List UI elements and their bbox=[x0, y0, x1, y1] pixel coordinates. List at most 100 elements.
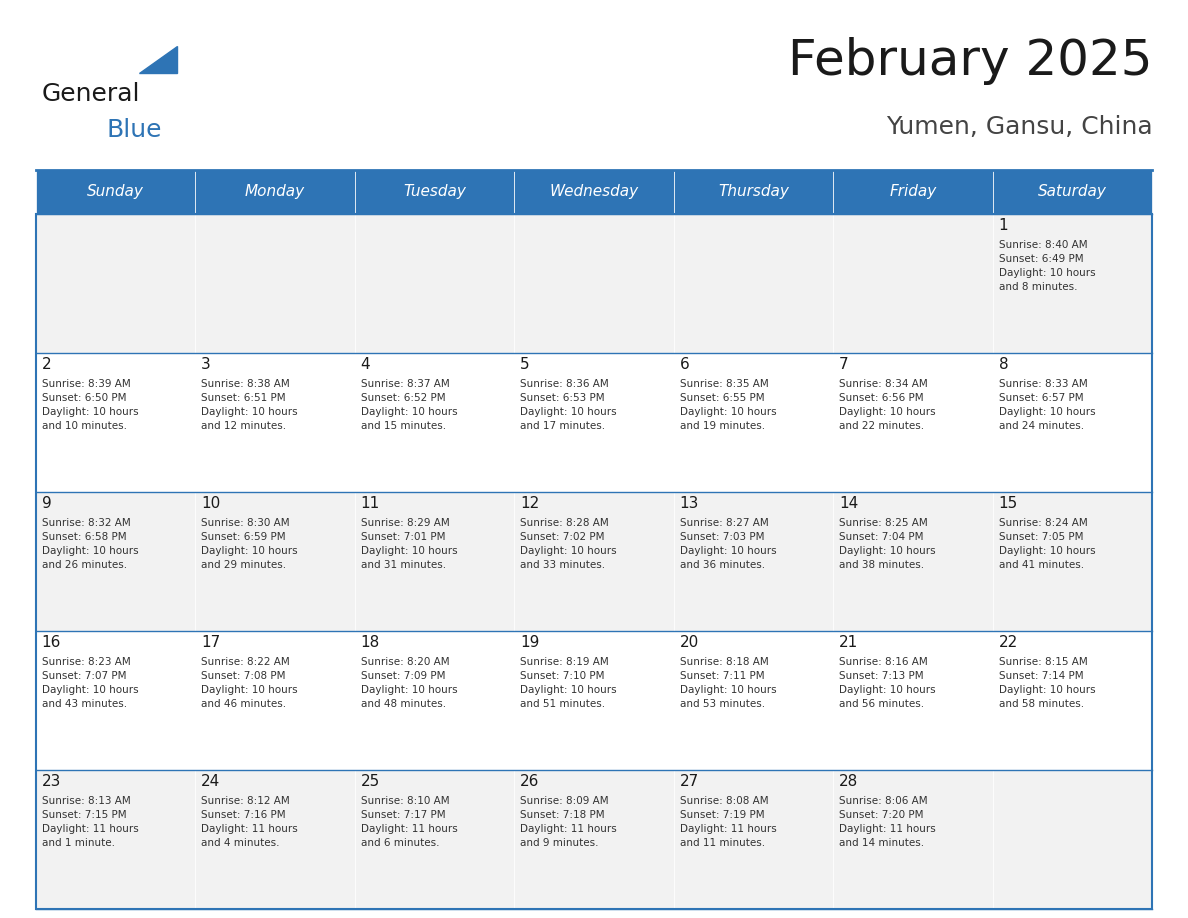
Bar bbox=[195, 770, 355, 909]
Bar bbox=[514, 631, 674, 770]
Bar bbox=[833, 353, 993, 492]
Bar bbox=[355, 492, 514, 631]
Bar bbox=[674, 353, 833, 492]
Text: Sunrise: 8:08 AM
Sunset: 7:19 PM
Daylight: 11 hours
and 11 minutes.: Sunrise: 8:08 AM Sunset: 7:19 PM Dayligh… bbox=[680, 796, 777, 847]
Text: 28: 28 bbox=[839, 775, 859, 789]
Text: 9: 9 bbox=[42, 497, 51, 511]
Text: Sunrise: 8:12 AM
Sunset: 7:16 PM
Daylight: 11 hours
and 4 minutes.: Sunrise: 8:12 AM Sunset: 7:16 PM Dayligh… bbox=[201, 796, 298, 847]
Text: Sunday: Sunday bbox=[87, 185, 144, 199]
Text: February 2025: February 2025 bbox=[788, 37, 1152, 84]
Text: 4: 4 bbox=[361, 357, 371, 373]
Text: 5: 5 bbox=[520, 357, 530, 373]
Text: Sunrise: 8:33 AM
Sunset: 6:57 PM
Daylight: 10 hours
and 24 minutes.: Sunrise: 8:33 AM Sunset: 6:57 PM Dayligh… bbox=[999, 378, 1095, 431]
Text: Thursday: Thursday bbox=[718, 185, 789, 199]
Text: Sunrise: 8:27 AM
Sunset: 7:03 PM
Daylight: 10 hours
and 36 minutes.: Sunrise: 8:27 AM Sunset: 7:03 PM Dayligh… bbox=[680, 518, 776, 569]
Bar bbox=[993, 170, 1152, 214]
Bar bbox=[195, 492, 355, 631]
Bar bbox=[993, 492, 1152, 631]
Bar bbox=[514, 770, 674, 909]
Bar bbox=[355, 353, 514, 492]
Text: Tuesday: Tuesday bbox=[403, 185, 466, 199]
Text: 10: 10 bbox=[201, 497, 220, 511]
Text: Sunrise: 8:32 AM
Sunset: 6:58 PM
Daylight: 10 hours
and 26 minutes.: Sunrise: 8:32 AM Sunset: 6:58 PM Dayligh… bbox=[42, 518, 138, 569]
Text: 16: 16 bbox=[42, 635, 61, 651]
Text: Sunrise: 8:35 AM
Sunset: 6:55 PM
Daylight: 10 hours
and 19 minutes.: Sunrise: 8:35 AM Sunset: 6:55 PM Dayligh… bbox=[680, 378, 776, 431]
Text: Sunrise: 8:19 AM
Sunset: 7:10 PM
Daylight: 10 hours
and 51 minutes.: Sunrise: 8:19 AM Sunset: 7:10 PM Dayligh… bbox=[520, 656, 617, 709]
Text: Blue: Blue bbox=[107, 118, 163, 142]
Text: 17: 17 bbox=[201, 635, 220, 651]
Text: 3: 3 bbox=[201, 357, 210, 373]
Bar bbox=[36, 353, 195, 492]
Bar bbox=[514, 353, 674, 492]
Text: 24: 24 bbox=[201, 775, 220, 789]
Text: 25: 25 bbox=[361, 775, 380, 789]
Text: Sunrise: 8:23 AM
Sunset: 7:07 PM
Daylight: 10 hours
and 43 minutes.: Sunrise: 8:23 AM Sunset: 7:07 PM Dayligh… bbox=[42, 656, 138, 709]
Text: 19: 19 bbox=[520, 635, 539, 651]
Text: Sunrise: 8:40 AM
Sunset: 6:49 PM
Daylight: 10 hours
and 8 minutes.: Sunrise: 8:40 AM Sunset: 6:49 PM Dayligh… bbox=[999, 240, 1095, 292]
Bar bbox=[833, 770, 993, 909]
Bar bbox=[993, 631, 1152, 770]
Text: Sunrise: 8:37 AM
Sunset: 6:52 PM
Daylight: 10 hours
and 15 minutes.: Sunrise: 8:37 AM Sunset: 6:52 PM Dayligh… bbox=[361, 378, 457, 431]
Text: 2: 2 bbox=[42, 357, 51, 373]
Text: Sunrise: 8:18 AM
Sunset: 7:11 PM
Daylight: 10 hours
and 53 minutes.: Sunrise: 8:18 AM Sunset: 7:11 PM Dayligh… bbox=[680, 656, 776, 709]
Text: Sunrise: 8:38 AM
Sunset: 6:51 PM
Daylight: 10 hours
and 12 minutes.: Sunrise: 8:38 AM Sunset: 6:51 PM Dayligh… bbox=[201, 378, 298, 431]
Bar bbox=[195, 631, 355, 770]
Bar bbox=[36, 214, 1152, 909]
Text: Sunrise: 8:06 AM
Sunset: 7:20 PM
Daylight: 11 hours
and 14 minutes.: Sunrise: 8:06 AM Sunset: 7:20 PM Dayligh… bbox=[839, 796, 936, 847]
Text: Yumen, Gansu, China: Yumen, Gansu, China bbox=[886, 115, 1152, 139]
Text: Sunrise: 8:09 AM
Sunset: 7:18 PM
Daylight: 11 hours
and 9 minutes.: Sunrise: 8:09 AM Sunset: 7:18 PM Dayligh… bbox=[520, 796, 617, 847]
Bar bbox=[195, 170, 355, 214]
Text: Sunrise: 8:25 AM
Sunset: 7:04 PM
Daylight: 10 hours
and 38 minutes.: Sunrise: 8:25 AM Sunset: 7:04 PM Dayligh… bbox=[839, 518, 936, 569]
Text: Friday: Friday bbox=[890, 185, 936, 199]
Text: Sunrise: 8:28 AM
Sunset: 7:02 PM
Daylight: 10 hours
and 33 minutes.: Sunrise: 8:28 AM Sunset: 7:02 PM Dayligh… bbox=[520, 518, 617, 569]
Polygon shape bbox=[139, 46, 177, 73]
Bar bbox=[993, 770, 1152, 909]
Text: 13: 13 bbox=[680, 497, 699, 511]
Text: Sunrise: 8:36 AM
Sunset: 6:53 PM
Daylight: 10 hours
and 17 minutes.: Sunrise: 8:36 AM Sunset: 6:53 PM Dayligh… bbox=[520, 378, 617, 431]
Bar bbox=[195, 353, 355, 492]
Text: 26: 26 bbox=[520, 775, 539, 789]
Text: Sunrise: 8:20 AM
Sunset: 7:09 PM
Daylight: 10 hours
and 48 minutes.: Sunrise: 8:20 AM Sunset: 7:09 PM Dayligh… bbox=[361, 656, 457, 709]
Text: 23: 23 bbox=[42, 775, 61, 789]
Text: 6: 6 bbox=[680, 357, 689, 373]
Bar bbox=[514, 492, 674, 631]
Bar bbox=[674, 770, 833, 909]
Text: 11: 11 bbox=[361, 497, 380, 511]
Text: Sunrise: 8:24 AM
Sunset: 7:05 PM
Daylight: 10 hours
and 41 minutes.: Sunrise: 8:24 AM Sunset: 7:05 PM Dayligh… bbox=[999, 518, 1095, 569]
Bar bbox=[514, 214, 674, 353]
Text: Sunrise: 8:34 AM
Sunset: 6:56 PM
Daylight: 10 hours
and 22 minutes.: Sunrise: 8:34 AM Sunset: 6:56 PM Dayligh… bbox=[839, 378, 936, 431]
Text: 1: 1 bbox=[999, 218, 1009, 233]
Bar bbox=[674, 492, 833, 631]
Bar bbox=[355, 214, 514, 353]
Text: Monday: Monday bbox=[245, 185, 305, 199]
Bar bbox=[355, 631, 514, 770]
Text: 20: 20 bbox=[680, 635, 699, 651]
Bar bbox=[993, 214, 1152, 353]
Bar bbox=[514, 170, 674, 214]
Bar bbox=[355, 770, 514, 909]
Text: 22: 22 bbox=[999, 635, 1018, 651]
Text: Sunrise: 8:10 AM
Sunset: 7:17 PM
Daylight: 11 hours
and 6 minutes.: Sunrise: 8:10 AM Sunset: 7:17 PM Dayligh… bbox=[361, 796, 457, 847]
Text: 21: 21 bbox=[839, 635, 859, 651]
Text: 12: 12 bbox=[520, 497, 539, 511]
Bar bbox=[674, 214, 833, 353]
Bar bbox=[674, 170, 833, 214]
Bar bbox=[36, 770, 195, 909]
Bar bbox=[36, 214, 195, 353]
Text: 14: 14 bbox=[839, 497, 859, 511]
Text: Sunrise: 8:16 AM
Sunset: 7:13 PM
Daylight: 10 hours
and 56 minutes.: Sunrise: 8:16 AM Sunset: 7:13 PM Dayligh… bbox=[839, 656, 936, 709]
Text: Sunrise: 8:22 AM
Sunset: 7:08 PM
Daylight: 10 hours
and 46 minutes.: Sunrise: 8:22 AM Sunset: 7:08 PM Dayligh… bbox=[201, 656, 298, 709]
Text: Sunrise: 8:13 AM
Sunset: 7:15 PM
Daylight: 11 hours
and 1 minute.: Sunrise: 8:13 AM Sunset: 7:15 PM Dayligh… bbox=[42, 796, 138, 847]
Text: 8: 8 bbox=[999, 357, 1009, 373]
Bar bbox=[195, 214, 355, 353]
Bar bbox=[833, 214, 993, 353]
Text: Sunrise: 8:30 AM
Sunset: 6:59 PM
Daylight: 10 hours
and 29 minutes.: Sunrise: 8:30 AM Sunset: 6:59 PM Dayligh… bbox=[201, 518, 298, 569]
Bar bbox=[674, 631, 833, 770]
Bar bbox=[36, 492, 195, 631]
Bar bbox=[355, 170, 514, 214]
Text: 18: 18 bbox=[361, 635, 380, 651]
Text: Wednesday: Wednesday bbox=[549, 185, 639, 199]
Text: Sunrise: 8:39 AM
Sunset: 6:50 PM
Daylight: 10 hours
and 10 minutes.: Sunrise: 8:39 AM Sunset: 6:50 PM Dayligh… bbox=[42, 378, 138, 431]
Text: 7: 7 bbox=[839, 357, 849, 373]
Bar bbox=[36, 631, 195, 770]
